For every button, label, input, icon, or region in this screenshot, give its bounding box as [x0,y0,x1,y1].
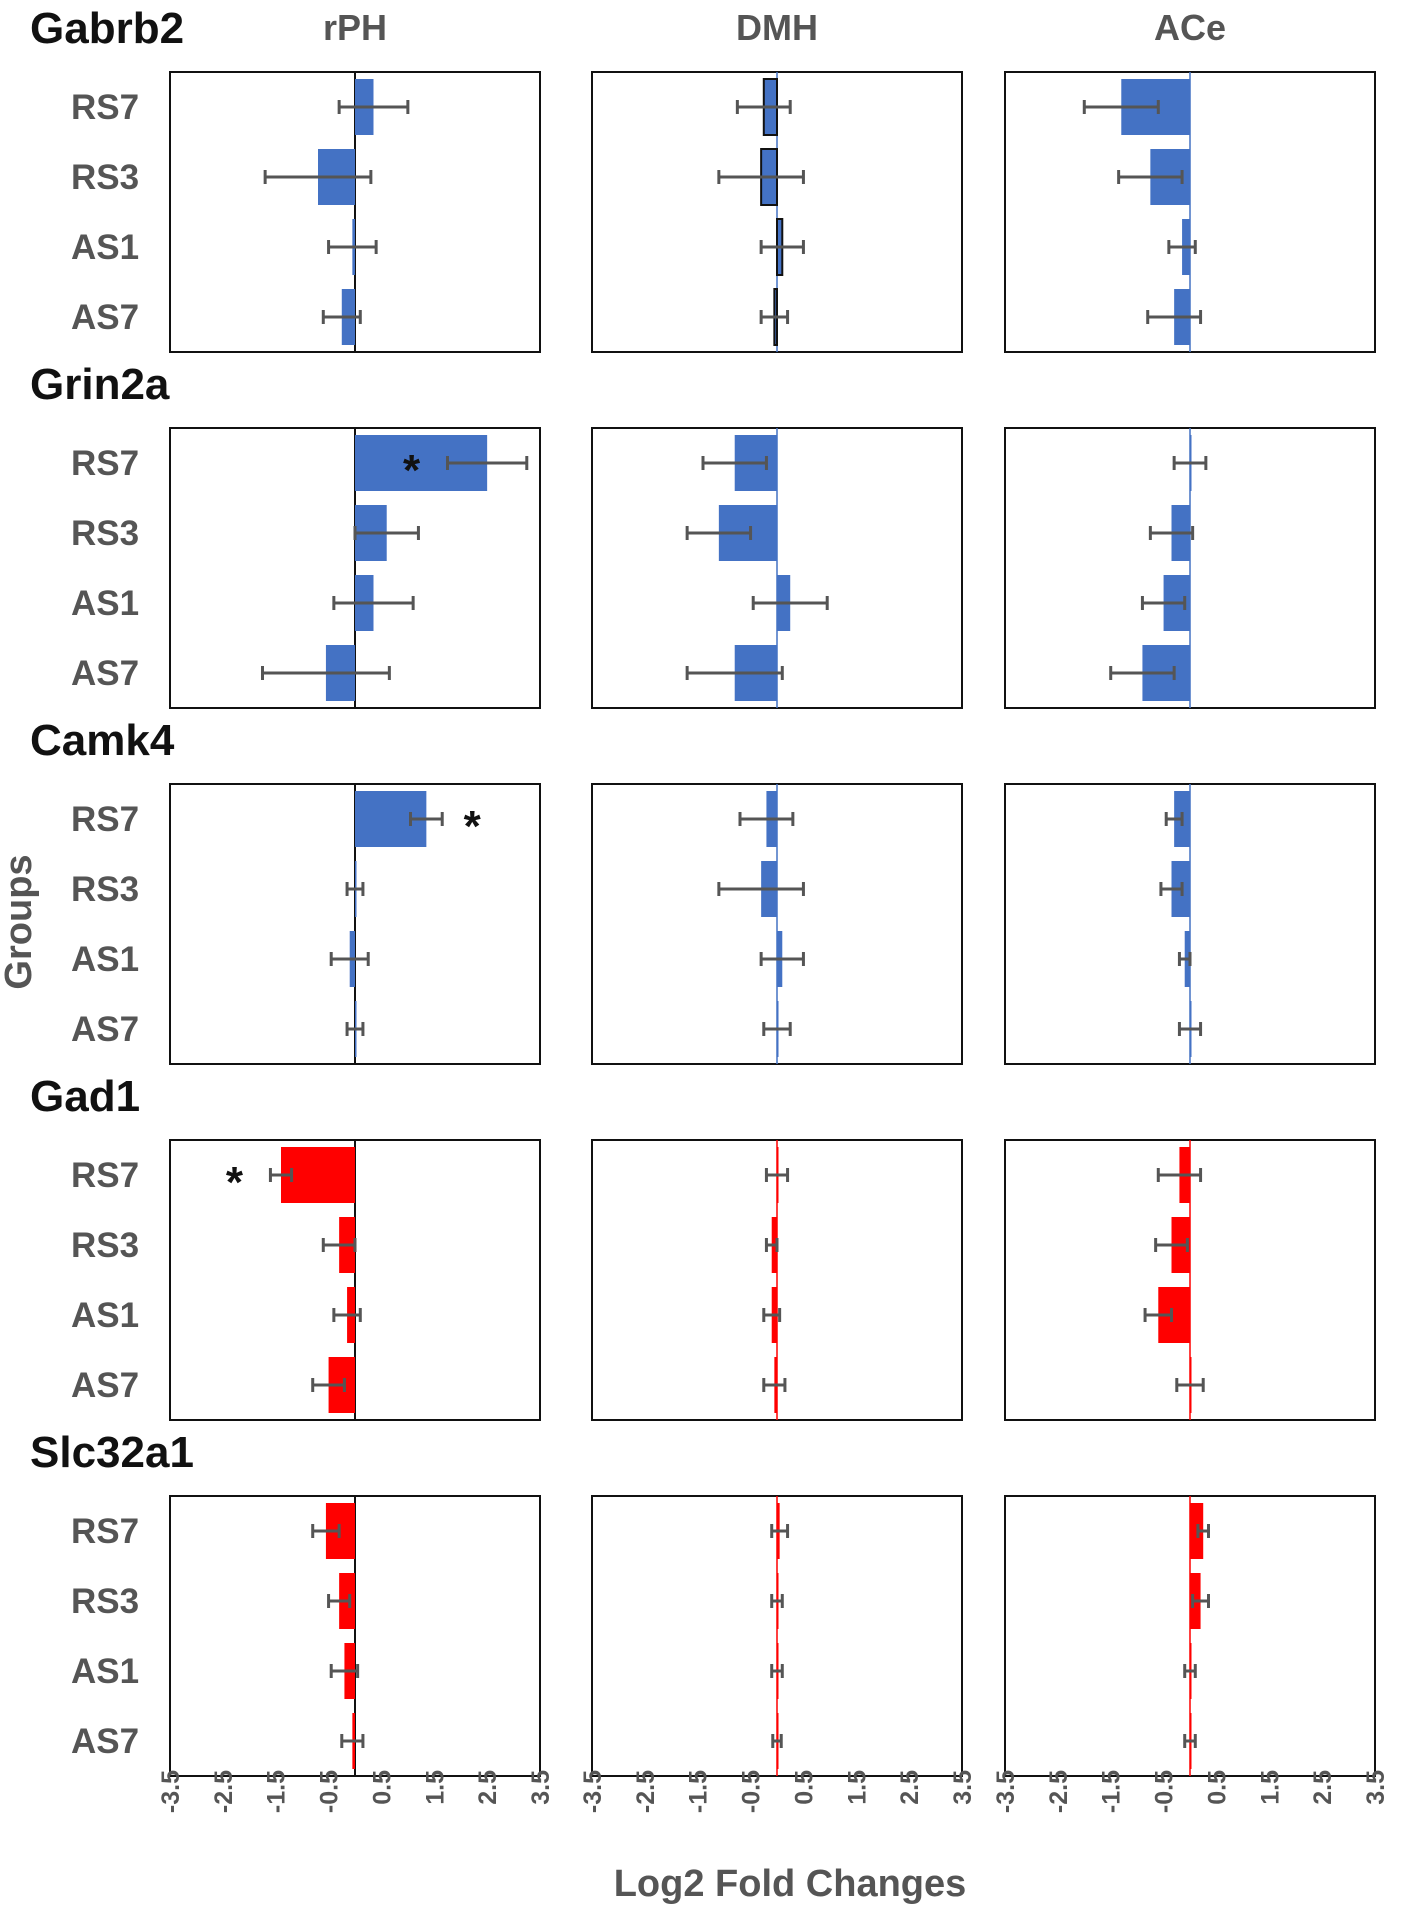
gene-title-camk4: Camk4 [30,716,175,765]
group-label-rs7: RS7 [71,1156,139,1195]
panel-camk4-rph: * [169,783,541,1065]
panel-gad1-dmh [591,1139,963,1421]
x-tick-label: 0.5 [790,1770,818,1805]
group-label-as1: AS1 [71,940,139,979]
bar-rs7 [281,1147,355,1203]
gene-title-grin2a: Grin2a [30,360,170,409]
labels-layer: rPH DMH ACe Gabrb2 RS7 RS3 AS1 AS7 Grin2a RS7 RS3 A… [30,4,1390,1813]
panel-gabrb2-rph [169,71,541,353]
x-tick-label: 3.5 [949,1770,977,1805]
group-label-rs3: RS3 [71,870,139,909]
group-label-rs3: RS3 [71,158,139,197]
panels-layer: * * * [169,71,1376,1777]
group-label-as1: AS1 [71,1296,139,1335]
x-tick-label: -3.5 [579,1770,607,1813]
panel-gabrb2-dmh [591,71,963,353]
group-label-rs7: RS7 [71,1512,139,1551]
x-tick-label: -0.5 [1151,1770,1179,1813]
panel-slc32a1-rph [169,1495,541,1777]
group-label-as7: AS7 [71,1366,139,1405]
gene-title-gad1: Gad1 [30,1072,140,1121]
panel-gad1-ace [1004,1139,1376,1421]
group-label-rs7: RS7 [71,800,139,839]
x-tick-label: 3.5 [527,1770,555,1805]
panel-grin2a-ace [1004,427,1376,709]
group-label-rs3: RS3 [71,514,139,553]
region-title-ace: ACe [1154,7,1226,48]
x-tick-label: 1.5 [421,1770,449,1805]
gene-title-gabrb2: Gabrb2 [30,4,184,53]
significance-star: * [226,1158,244,1207]
region-title-rph: rPH [323,7,387,48]
panel-slc32a1-ace [1004,1495,1376,1777]
panel-slc32a1-dmh [591,1495,963,1777]
group-label-rs7: RS7 [71,444,139,483]
group-label-as1: AS1 [71,1652,139,1691]
panel-grin2a-dmh [591,427,963,709]
x-tick-label: 1.5 [1256,1770,1284,1805]
x-tick-label: -3.5 [992,1770,1020,1813]
panel-gabrb2-ace [1004,71,1376,353]
x-tick-label: 2.5 [896,1770,924,1805]
y-axis-title: Groups [0,854,40,989]
significance-star: * [403,446,421,495]
x-tick-label: -1.5 [685,1770,713,1813]
group-label-rs3: RS3 [71,1226,139,1265]
gene-title-slc32a1: Slc32a1 [30,1428,194,1477]
x-tick-label: 0.5 [1203,1770,1231,1805]
group-label-as1: AS1 [71,228,139,267]
x-tick-label: -1.5 [1098,1770,1126,1813]
x-tick-label: 1.5 [843,1770,871,1805]
x-tick-label: -1.5 [263,1770,291,1813]
x-tick-label: -2.5 [632,1770,660,1813]
x-axis-title: Log2 Fold Changes [614,1863,967,1905]
x-tick-label: 0.5 [368,1770,396,1805]
x-tick-labels: -3.5 -2.5 -1.5 -0.5 0.5 1.5 2.5 3.5 -3.5 -2.5 -1.5… [157,1770,1390,1813]
x-tick-label: -0.5 [316,1770,344,1813]
panel-camk4-ace [1004,783,1376,1065]
panel-camk4-dmh [591,783,963,1065]
region-title-dmh: DMH [736,7,818,48]
significance-star: * [464,802,482,851]
group-label-as1: AS1 [71,584,139,623]
group-label-rs7: RS7 [71,88,139,127]
x-tick-label: 3.5 [1362,1770,1390,1805]
x-tick-label: -2.5 [210,1770,238,1813]
x-tick-label: -3.5 [157,1770,185,1813]
group-label-as7: AS7 [71,298,139,337]
x-tick-label: -2.5 [1045,1770,1073,1813]
group-label-as7: AS7 [71,1010,139,1049]
x-tick-label: 2.5 [1309,1770,1337,1805]
x-tick-label: 2.5 [474,1770,502,1805]
panel-gad1-rph: * [169,1139,541,1421]
group-label-as7: AS7 [71,1722,139,1761]
group-label-rs3: RS3 [71,1582,139,1621]
x-tick-label: -0.5 [738,1770,766,1813]
panel-grin2a-rph: * [169,427,541,709]
group-label-as7: AS7 [71,654,139,693]
